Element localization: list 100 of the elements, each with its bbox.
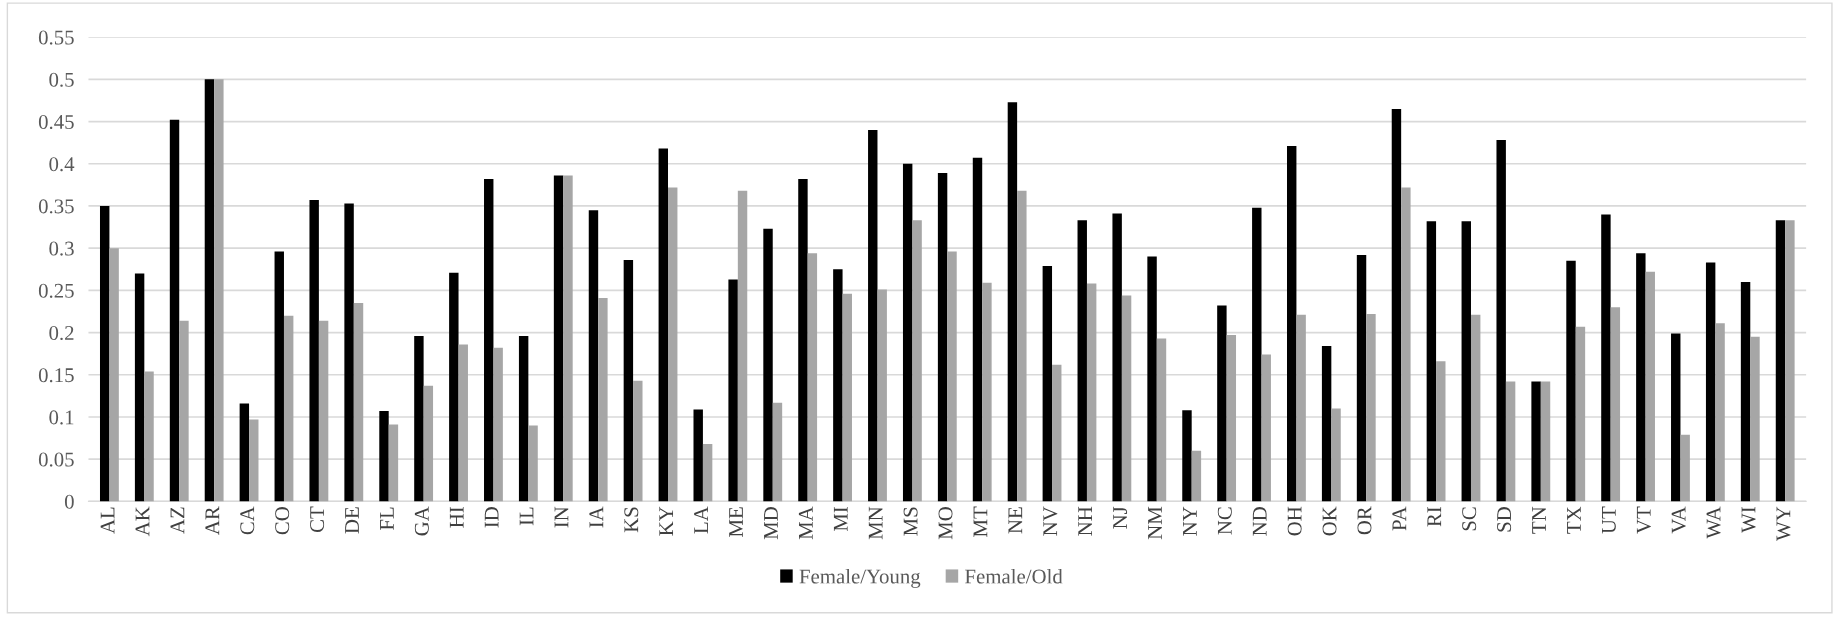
bar <box>902 163 913 502</box>
x-tick-label: TN <box>1532 506 1546 534</box>
bar <box>1531 381 1541 502</box>
bar <box>493 347 503 502</box>
bar <box>588 210 599 502</box>
bar <box>1261 354 1271 502</box>
x-tick-label: MT <box>973 506 988 537</box>
x-tick-label: KY <box>659 506 674 536</box>
x-tick-label: PA <box>1392 506 1407 531</box>
bar <box>1601 214 1611 502</box>
bar <box>912 220 922 502</box>
bar <box>388 424 399 502</box>
bar <box>518 335 529 502</box>
bar <box>807 253 818 502</box>
bar <box>423 385 434 502</box>
x-tick-label: KS <box>624 507 639 533</box>
x-tick-label: TX <box>1567 506 1581 534</box>
bar <box>204 79 215 502</box>
bar <box>553 175 564 502</box>
bar <box>1077 220 1087 502</box>
bar <box>1252 207 1262 502</box>
x-tick-label: NC <box>1217 507 1232 535</box>
bar <box>728 279 738 502</box>
x-tick-label: FL <box>380 507 394 530</box>
y-tick-label: 0.05 <box>38 452 74 467</box>
x-tick-label: NV <box>1043 506 1058 536</box>
bar <box>772 402 783 502</box>
x-tick-label: CA <box>240 506 255 535</box>
x-tick-label: MA <box>798 506 813 540</box>
y-tick-label: 0.15 <box>38 368 74 383</box>
bar <box>1147 256 1157 502</box>
y-tick-label: 0.45 <box>38 114 74 130</box>
bar <box>1401 187 1411 502</box>
y-tick-label: 0.25 <box>38 283 74 298</box>
bar <box>1740 281 1751 502</box>
x-tick-label: VA <box>1671 506 1686 534</box>
x-tick-label: AR <box>205 506 220 535</box>
bar <box>763 228 773 502</box>
bar <box>693 409 703 502</box>
bar <box>1426 221 1437 502</box>
bar <box>239 403 250 502</box>
bar <box>1296 314 1306 502</box>
bar <box>1156 338 1167 502</box>
bar <box>353 303 364 502</box>
y-tick-label: 0.35 <box>38 199 74 214</box>
bar <box>1470 314 1481 502</box>
bar <box>1566 260 1576 502</box>
x-tick-label: IN <box>554 506 569 528</box>
bar <box>484 178 494 502</box>
bar <box>1540 381 1551 502</box>
bar <box>833 269 843 502</box>
bar <box>109 248 119 502</box>
bar <box>937 173 948 502</box>
bar <box>283 315 294 502</box>
bar <box>99 205 110 502</box>
x-tick-label: NE <box>1008 507 1023 534</box>
bar <box>274 251 284 502</box>
bar <box>598 297 608 502</box>
bar <box>144 371 154 502</box>
bar <box>214 79 224 502</box>
bar <box>134 273 145 502</box>
bar <box>1366 314 1376 502</box>
bar <box>842 293 852 502</box>
bar <box>1356 254 1367 502</box>
y-tick-label: 0.3 <box>49 241 74 256</box>
x-tick-label: SC <box>1462 507 1477 531</box>
x-tick-label: RI <box>1427 506 1442 527</box>
bar <box>449 272 459 502</box>
x-tick-label: MO <box>938 507 953 540</box>
x-tick-label: NM <box>1148 506 1162 540</box>
x-tick-label: MD <box>764 507 778 540</box>
bar <box>982 282 992 502</box>
bar <box>1775 220 1786 502</box>
y-tick-label: 0.5 <box>49 72 74 87</box>
y-tick-label: 0.1 <box>49 410 74 425</box>
bar <box>528 425 538 502</box>
x-tick-label: IA <box>589 506 604 528</box>
bar <box>458 344 468 502</box>
bar <box>1331 408 1341 502</box>
bar <box>1680 434 1690 502</box>
bar <box>1182 410 1192 502</box>
x-tick-label: ME <box>729 507 743 537</box>
bar <box>318 320 329 502</box>
bar <box>1436 361 1446 502</box>
bar <box>1575 326 1586 502</box>
x-tick-label: NJ <box>1113 506 1128 529</box>
bar <box>1007 102 1018 502</box>
bar <box>1226 335 1237 502</box>
x-tick-label: ND <box>1252 507 1267 536</box>
x-tick-label: MS <box>903 507 918 536</box>
y-tick-label: 0.4 <box>49 157 75 172</box>
y-tick-label: 0.55 <box>38 30 74 45</box>
bar <box>179 320 189 502</box>
x-tick-label: MN <box>868 506 883 540</box>
bar <box>1391 108 1402 502</box>
x-tick-label: AZ <box>170 507 185 534</box>
x-tick-label: SD <box>1497 507 1512 532</box>
bar <box>1671 333 1681 502</box>
bar <box>1705 262 1716 502</box>
x-tick-label: MI <box>833 506 848 532</box>
